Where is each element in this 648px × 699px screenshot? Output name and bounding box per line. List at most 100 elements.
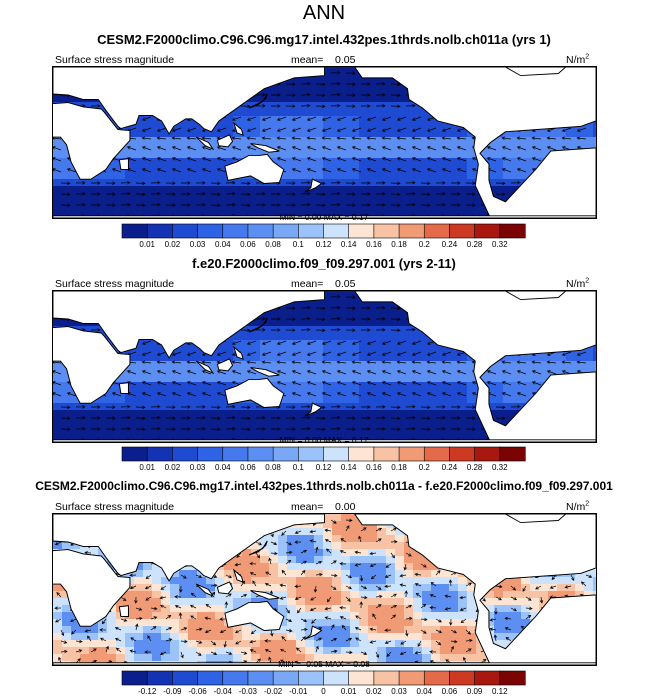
panel-1-shade-cell — [404, 109, 414, 117]
panel-2-wind-vector — [315, 306, 326, 311]
panel-2-wind-vector — [231, 340, 242, 345]
colorbar-swatch — [373, 446, 400, 462]
panel-3-shade-cell — [422, 633, 432, 641]
panel-2-shade-cell — [386, 312, 396, 320]
panel-2-shade-cell — [89, 431, 99, 439]
panel-1-wind-vector — [531, 136, 542, 140]
panel-1-shade-cell — [323, 151, 333, 159]
panel-1-wind-vector — [546, 136, 557, 140]
panel-1-shade-cell — [422, 179, 432, 187]
panel-2-shade-cell — [197, 354, 207, 362]
panel-3-shade-cell — [431, 633, 441, 641]
panel-2-shade-cell — [386, 354, 396, 362]
colorbar-tick-label: 0.24 — [441, 463, 458, 472]
panel-1-shade-cell — [368, 165, 378, 173]
panel-1-wind-vector — [426, 127, 437, 132]
panel-1-shade-cell — [467, 137, 477, 145]
panel-2-shade-cell — [206, 375, 216, 383]
panel-1-shade-cell — [341, 179, 351, 187]
panel-3-shade-cell — [89, 633, 99, 641]
panel-2-shade-cell — [251, 410, 261, 418]
panel-1-wind-vector — [156, 157, 167, 162]
panel-1-shade-cell — [125, 193, 135, 201]
panel-1-shade-cell — [296, 186, 306, 194]
colorbar-swatch — [323, 223, 350, 239]
panel-2-shade-cell — [62, 319, 72, 327]
panel-1-shade-cell — [206, 193, 216, 201]
panel-3-shade-cell — [224, 591, 234, 599]
panel-1-shade-cell — [242, 130, 252, 138]
panel-3-shade-cell — [125, 619, 135, 627]
panel-2-shade-cell — [494, 375, 504, 383]
panel-3-shade-cell — [89, 549, 99, 557]
panel-2-shade-cell — [548, 354, 558, 362]
panel-2-wind-vector — [420, 416, 431, 421]
panel-1-shade-cell — [287, 200, 297, 208]
panel-1-shade-cell — [458, 130, 468, 138]
panel-1-shade-cell — [287, 158, 297, 166]
panel-1-shade-cell — [206, 186, 216, 194]
panel-3-shade-cell — [71, 654, 81, 662]
panel-2-shade-cell — [197, 431, 207, 439]
panel-1-shade-cell — [125, 151, 135, 159]
panel-3-shade-cell — [485, 598, 495, 606]
panel-2-shade-cell — [62, 417, 72, 425]
panel-3-shade-cell — [197, 598, 207, 606]
panel-1-shade-cell — [332, 137, 342, 145]
panel-1-shade-cell — [314, 165, 324, 173]
panel-3-shade-cell — [314, 577, 324, 585]
panel-1-shade-cell — [458, 200, 468, 208]
panel-2-shade-cell — [224, 424, 234, 432]
panel-3-shade-cell — [386, 563, 396, 571]
panel-2-shade-cell — [188, 354, 198, 362]
panel-3-shade-cell — [413, 619, 423, 627]
panel-2-wind-vector — [441, 381, 452, 386]
panel-2-wind-vector — [366, 360, 377, 364]
panel-1-shade-cell — [485, 158, 495, 166]
panel-1-shade-cell — [305, 95, 315, 103]
panel-1-shade-cell — [503, 130, 513, 138]
panel-1-shade-cell — [314, 200, 324, 208]
panel-2-shade-cell — [170, 347, 180, 355]
panel-3-shade-cell — [188, 570, 198, 578]
panel-3-shade-cell — [476, 647, 486, 655]
panel-2-shade-cell — [287, 361, 297, 369]
panel-2-shade-cell — [377, 333, 387, 341]
panel-3-shade-cell — [107, 605, 117, 613]
panel-3-shade-cell — [494, 598, 504, 606]
panel-1-shade-cell — [206, 151, 216, 159]
panel-3-units-exp: 2 — [585, 500, 590, 508]
panel-1-wind-vector — [531, 157, 542, 162]
panel-2-shade-cell — [98, 403, 108, 411]
panel-3-shade-cell — [215, 577, 225, 585]
panel-1-shade-cell — [179, 200, 189, 208]
panel-3-shade-cell — [323, 521, 333, 529]
panel-1-shade-cell — [422, 165, 432, 173]
panel-1-shade-cell — [377, 200, 387, 208]
panel-1-wind-vector — [246, 116, 257, 121]
panel-1-shade-cell — [62, 200, 72, 208]
panel-2-shade-cell — [107, 403, 117, 411]
panel-1-shade-cell — [161, 130, 171, 138]
panel-1-wind-vector — [321, 127, 332, 132]
panel-1-shade-cell — [224, 116, 234, 124]
colorbar-tick-label: 0.04 — [215, 463, 231, 472]
colorbar-tick-label: 0.2 — [418, 463, 430, 472]
panel-1-shade-cell — [359, 200, 369, 208]
panel-1-shade-cell — [143, 130, 153, 138]
panel-2-shade-cell — [404, 333, 414, 341]
panel-3-shade-cell — [350, 549, 360, 557]
colorbar-tick-label: 0.28 — [466, 240, 483, 249]
panel-2-wind-vector — [336, 370, 347, 375]
panel-1-wind-vector — [561, 127, 572, 132]
panel-2-shade-cell — [107, 431, 117, 439]
panel-2-shade-cell — [116, 410, 126, 418]
panel-1-shade-cell — [449, 158, 459, 166]
panel-3-shade-cell — [197, 640, 207, 648]
panel-2-colorbar — [121, 446, 526, 462]
panel-1-shade-cell — [251, 200, 261, 208]
panel-2-shade-cell — [341, 319, 351, 327]
panel-3-shade-cell — [386, 605, 396, 613]
panel-3-shade-cell — [215, 654, 225, 662]
panel-1-shade-cell — [242, 137, 252, 145]
